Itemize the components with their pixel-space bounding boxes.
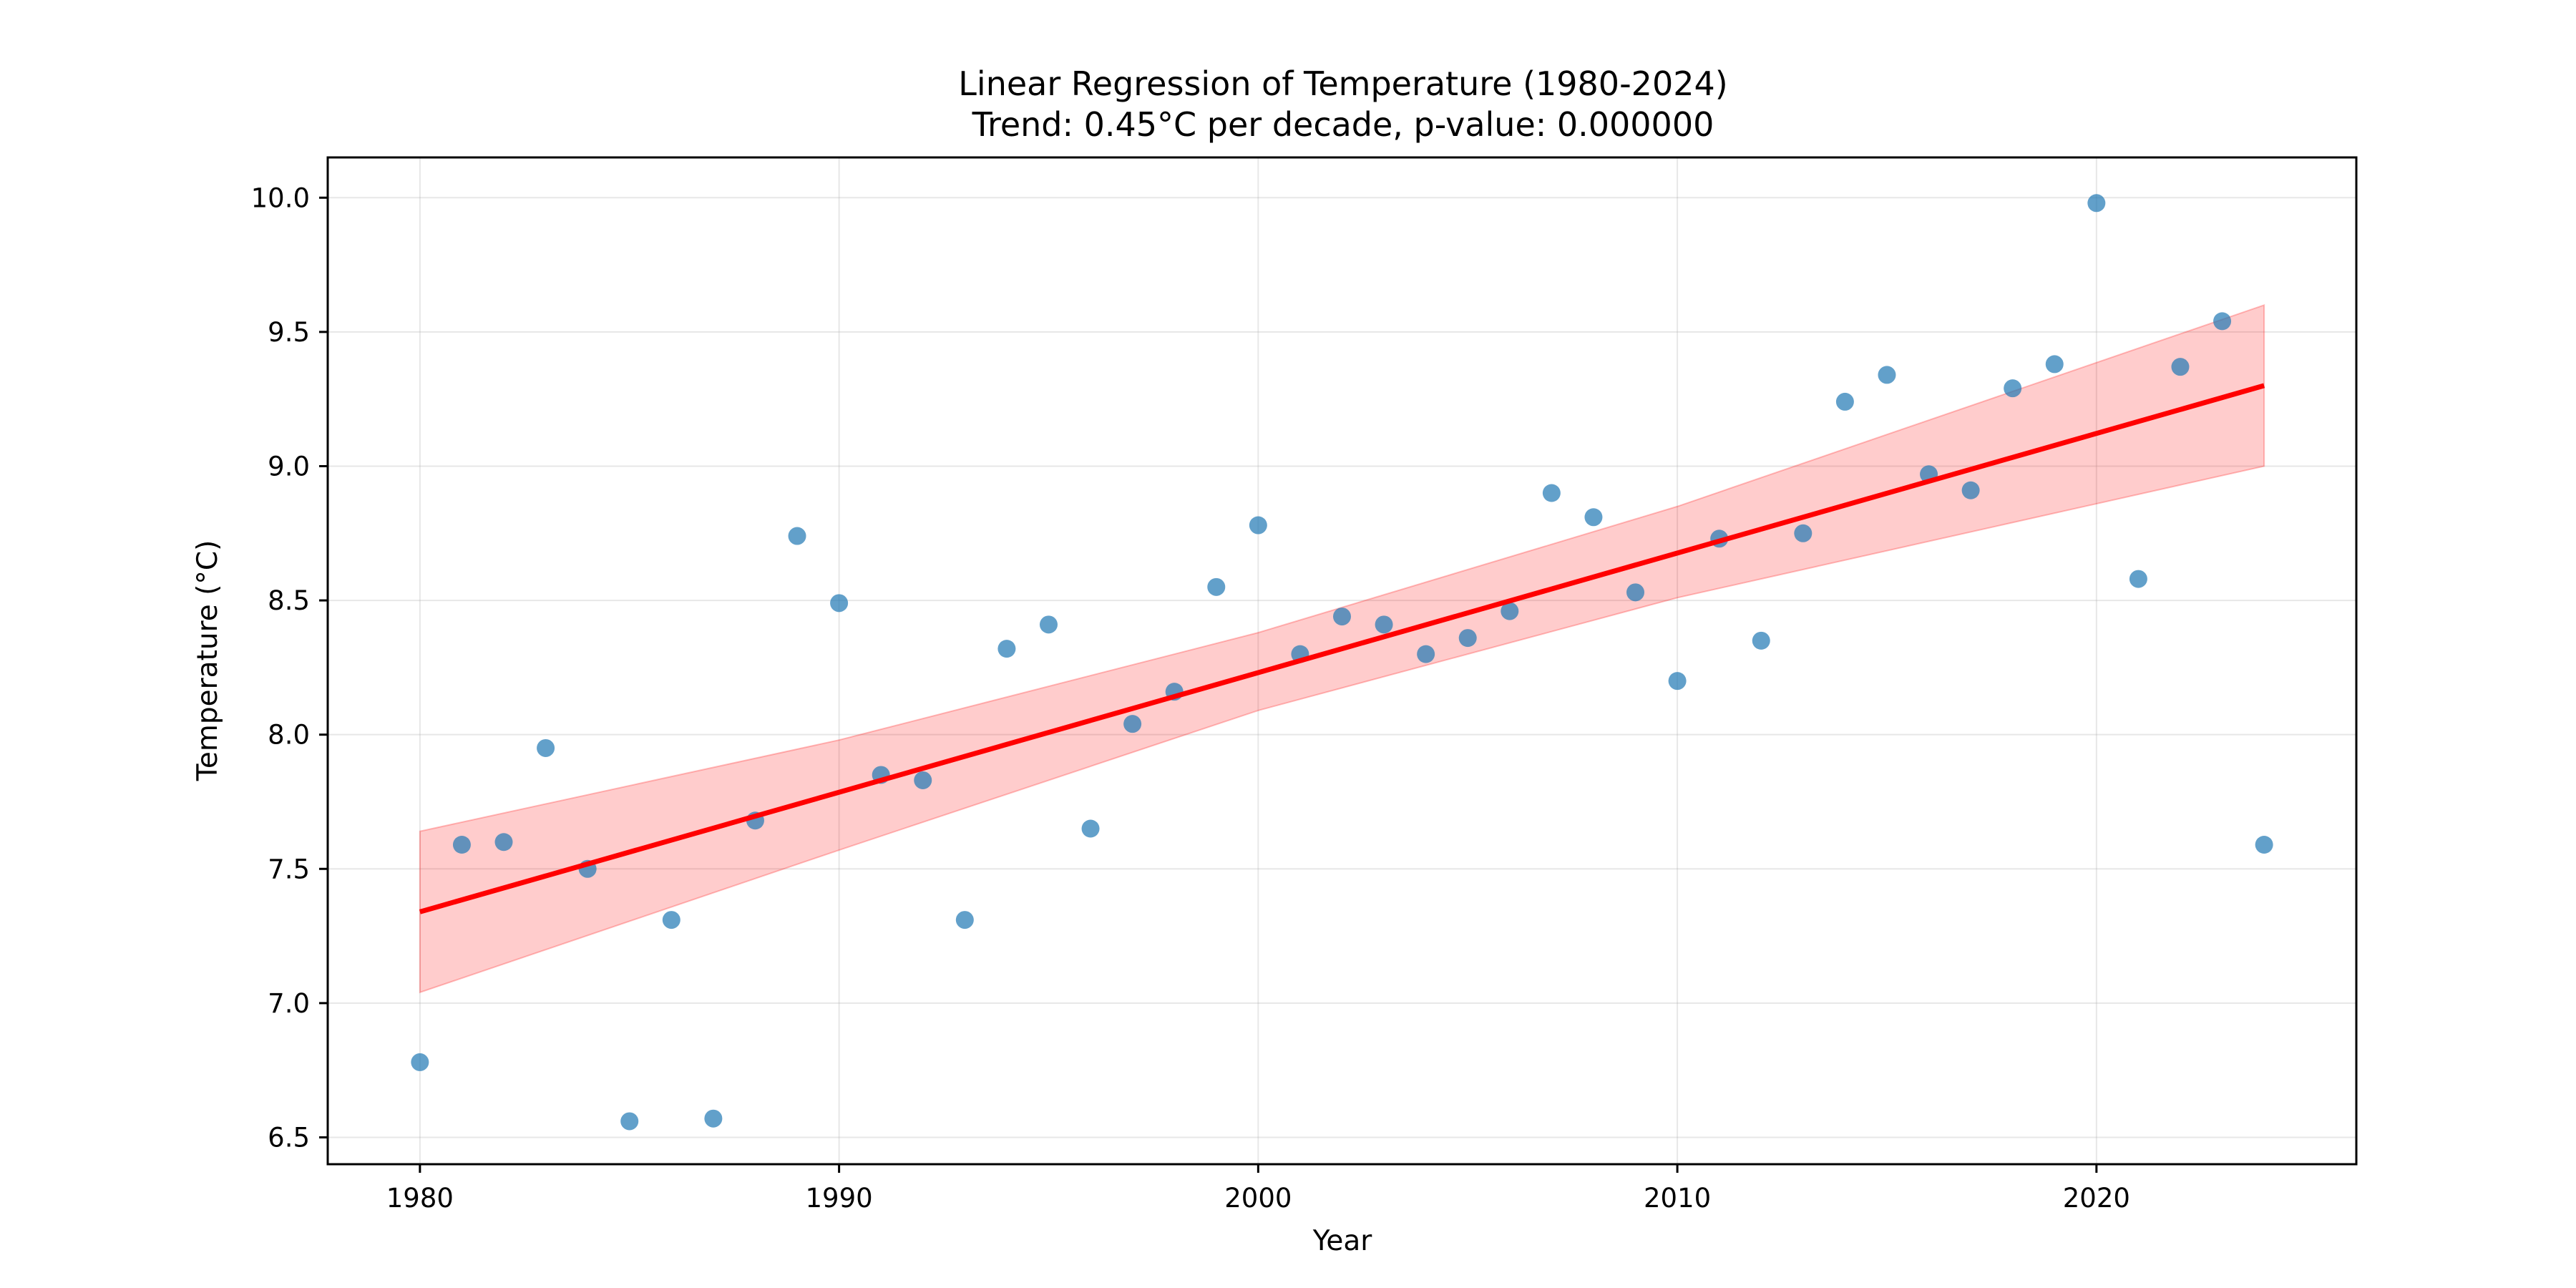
- data-point: [1584, 508, 1603, 527]
- data-point: [1626, 583, 1645, 602]
- data-point: [1333, 608, 1351, 626]
- data-point: [2045, 355, 2064, 374]
- trend-line: [419, 383, 2265, 914]
- data-point: [1039, 615, 1058, 634]
- data-point: [1458, 629, 1477, 648]
- data-point: [1794, 524, 1813, 542]
- gridlines: [328, 157, 2356, 1164]
- data-point: [2255, 836, 2273, 854]
- data-point: [955, 911, 974, 930]
- data-point: [704, 1109, 723, 1128]
- trend-line-layer: [419, 383, 2265, 914]
- data-point: [1417, 645, 1435, 663]
- plot-frame: [326, 156, 2358, 1166]
- data-point: [2087, 194, 2106, 213]
- data-point: [2213, 312, 2232, 331]
- data-point: [2129, 570, 2147, 588]
- data-point: [1752, 631, 1770, 650]
- data-point: [1668, 672, 1687, 691]
- y-tick-label: 7.5: [268, 854, 310, 884]
- data-point: [1375, 615, 1393, 634]
- data-point: [2004, 379, 2022, 398]
- chart-subtitle: Trend: 0.45°C per decade, p-value: 0.000…: [972, 105, 1714, 144]
- data-point: [494, 833, 513, 852]
- x-tick-label: 1980: [386, 1183, 454, 1214]
- x-tick-label: 2010: [1644, 1183, 1711, 1214]
- data-point: [1249, 516, 1267, 535]
- data-point: [452, 836, 471, 854]
- data-point: [1123, 715, 1142, 733]
- data-point: [537, 738, 555, 757]
- data-point: [914, 771, 932, 789]
- y-tick-label: 6.5: [268, 1122, 310, 1153]
- data-point: [1501, 602, 1519, 620]
- data-point: [788, 527, 806, 545]
- data-point: [830, 594, 849, 613]
- y-tick-label: 9.5: [268, 317, 310, 348]
- y-tick-label: 8.5: [268, 585, 310, 616]
- data-point: [1081, 819, 1100, 838]
- y-tick-label: 8.0: [268, 720, 310, 751]
- data-point: [1207, 577, 1226, 596]
- y-axis-label: Temperature (°C): [192, 540, 224, 782]
- data-point: [620, 1112, 639, 1131]
- y-tick-label: 9.0: [268, 451, 310, 482]
- data-point: [1835, 392, 1854, 411]
- x-tick-label: 2020: [2063, 1183, 2130, 1214]
- x-tick-label: 2000: [1224, 1183, 1292, 1214]
- y-tick-label: 10.0: [251, 182, 310, 213]
- data-point: [2171, 358, 2190, 376]
- chart-title: Linear Regression of Temperature (1980-2…: [958, 64, 1727, 103]
- x-tick-label: 1990: [806, 1183, 873, 1214]
- data-point: [1961, 481, 1980, 499]
- x-axis-ticks: 1980 1990 2000 2010 2020: [386, 1164, 2130, 1214]
- data-point: [662, 911, 680, 930]
- y-axis-ticks: 6.5 7.0 7.5 8.0 8.5 9.0 9.5 10.0: [251, 182, 328, 1153]
- data-point: [997, 640, 1016, 658]
- data-point: [1878, 366, 1896, 384]
- y-tick-label: 7.0: [268, 988, 310, 1019]
- x-axis-label: Year: [1312, 1225, 1373, 1257]
- data-point: [1542, 484, 1561, 502]
- data-point: [411, 1053, 429, 1071]
